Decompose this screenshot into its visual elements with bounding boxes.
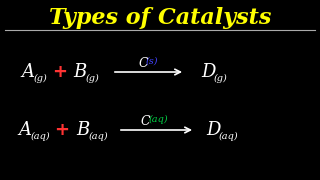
- Text: A: A: [19, 121, 31, 139]
- Text: B: B: [73, 63, 87, 81]
- Text: (aq): (aq): [30, 131, 50, 141]
- Text: (aq): (aq): [148, 114, 168, 123]
- Text: C: C: [140, 114, 150, 127]
- Text: (g): (g): [33, 73, 47, 83]
- Text: D: D: [206, 121, 220, 139]
- Text: (aq): (aq): [218, 131, 238, 141]
- Text: +: +: [52, 63, 68, 81]
- Text: (g): (g): [213, 73, 227, 83]
- Text: B: B: [76, 121, 90, 139]
- Text: D: D: [201, 63, 215, 81]
- Text: (g): (g): [85, 73, 99, 83]
- Text: (s): (s): [146, 57, 158, 66]
- Text: (aq): (aq): [88, 131, 108, 141]
- Text: Types of Catalysts: Types of Catalysts: [49, 7, 271, 29]
- Text: C: C: [138, 57, 148, 69]
- Text: +: +: [54, 121, 69, 139]
- Text: A: A: [21, 63, 35, 81]
